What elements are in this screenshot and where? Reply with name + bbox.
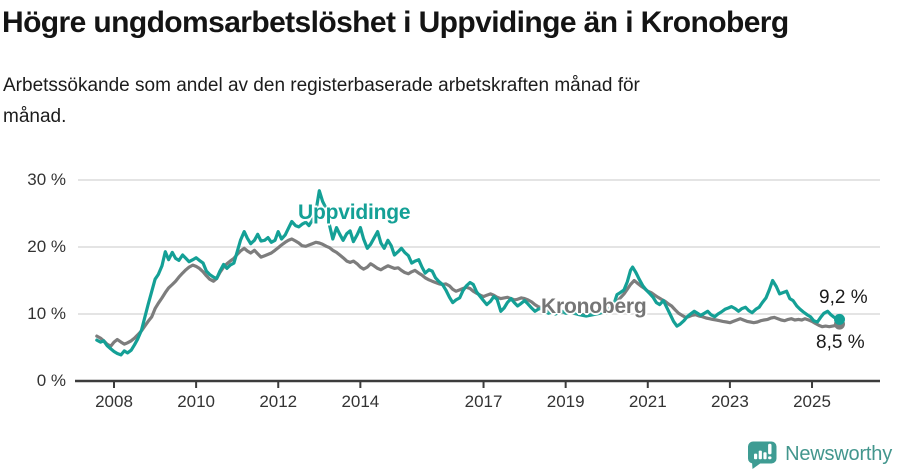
x-tick-label: 2025 [793,392,831,411]
y-tick-label: 10 % [27,304,66,323]
x-tick-label: 2017 [464,392,503,411]
newsworthy-logo[interactable]: Newsworthy [745,439,892,469]
series-label-uppvidinge: Uppvidinge [298,201,411,224]
newsworthy-brand-text: Newsworthy [785,442,892,465]
y-tick-label: 20 % [27,237,66,256]
end-value-kronoberg: 8,5 % [816,332,865,353]
newsworthy-bubble-chart-icon [748,441,777,469]
x-tick-label: 2010 [177,392,216,411]
y-tick-label: 0 % [36,371,66,390]
chart-title: Högre ungdomsarbetslöshet i Uppvidinge ä… [2,6,789,39]
x-tick-label: 2019 [546,392,585,411]
x-tick-label: 2014 [341,392,380,411]
x-tick-label: 2023 [710,392,749,411]
x-tick-label: 2021 [628,392,667,411]
series-label-kronoberg: Kronoberg [541,295,647,318]
x-tick-label: 2008 [95,392,133,411]
y-tick-label: 30 % [27,170,66,189]
x-tick-label: 2012 [259,392,298,411]
chart-subtitle: Arbetssökande som andel av den registerb… [3,75,640,127]
end-value-uppvidinge: 9,2 % [819,287,868,308]
